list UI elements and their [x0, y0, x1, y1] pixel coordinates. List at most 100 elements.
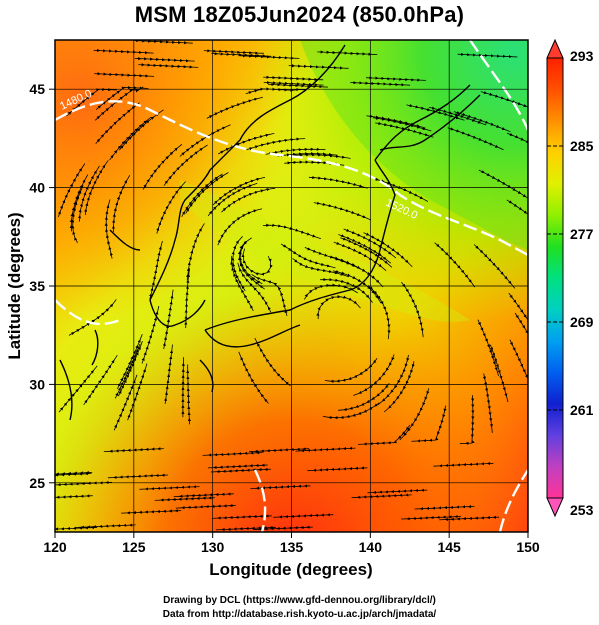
- streamline: [295, 446, 356, 453]
- colorbar-tick-label: 277: [570, 226, 594, 242]
- streamline: [55, 472, 92, 478]
- streamline: [414, 504, 475, 511]
- streamline: [217, 208, 263, 246]
- streamline: [156, 181, 186, 234]
- streamline: [478, 169, 528, 199]
- streamline: [273, 513, 334, 519]
- y-tick-label: 35: [29, 278, 45, 294]
- x-tick-label: 120: [43, 539, 67, 555]
- streamline: [93, 48, 154, 55]
- streamline: [210, 467, 271, 474]
- streamline: [132, 40, 193, 45]
- x-axis-ticks: 120 125 130 135 140 145 150: [43, 532, 540, 555]
- height-contours: [55, 40, 528, 532]
- streamline: [95, 85, 149, 110]
- streamline: [433, 461, 494, 468]
- x-tick-label: 150: [516, 539, 540, 555]
- colorbar-tick-label: 293: [570, 48, 594, 64]
- streamline: [94, 72, 155, 78]
- streamline: [343, 228, 397, 259]
- streamline: [480, 91, 528, 110]
- data-credit: Data from http://database.rish.kyoto-u.a…: [162, 609, 437, 620]
- y-tick-label: 45: [29, 81, 45, 97]
- streamline: [473, 244, 516, 289]
- streamline: [185, 223, 205, 281]
- streamline: [277, 151, 338, 158]
- streamline: [55, 525, 98, 532]
- streamline: [69, 174, 89, 232]
- streamline: [262, 223, 322, 240]
- streamline: [365, 76, 426, 82]
- x-tick-label: 125: [122, 539, 146, 555]
- streamline: [83, 354, 118, 406]
- streamline: [307, 466, 368, 472]
- coastlines: [59, 44, 481, 421]
- streamline: [317, 50, 378, 56]
- streamline: [142, 143, 183, 190]
- x-tick-label: 135: [280, 539, 304, 555]
- streamline: [238, 351, 269, 404]
- streamline: [459, 395, 475, 445]
- streamline: [304, 247, 361, 270]
- y-tick-label: 25: [29, 475, 45, 491]
- streamline: [292, 258, 350, 278]
- streamline: [304, 283, 358, 300]
- y-axis-ticks: 25 30 35 40 45: [29, 81, 55, 491]
- streamline: [154, 496, 215, 502]
- streamline: [367, 488, 428, 494]
- colorbar-top-extend: [546, 38, 564, 59]
- x-tick-label: 140: [359, 539, 383, 555]
- streamline: [367, 285, 391, 340]
- streamline: [138, 63, 199, 69]
- streamline: [121, 509, 182, 515]
- streamline: [215, 525, 276, 532]
- streamline: [149, 240, 163, 300]
- streamline: [118, 109, 164, 151]
- y-tick-label: 40: [29, 180, 45, 196]
- y-tick-label: 30: [29, 376, 45, 392]
- streamline: [239, 54, 300, 60]
- streamline: [254, 337, 291, 387]
- plot-area: 1480.0 1520.0: [55, 40, 528, 532]
- streamline: [351, 493, 412, 499]
- streamline: [207, 463, 268, 470]
- streamline: [308, 175, 368, 189]
- streamline: [250, 484, 311, 490]
- map-title: MSM 18Z05Jun2024 (850.0hPa): [134, 2, 465, 27]
- streamline: [401, 514, 462, 521]
- colorbar-tick-label: 253: [570, 502, 594, 518]
- streamline: [134, 56, 195, 63]
- streamline: [237, 262, 272, 313]
- streamline: [104, 199, 113, 259]
- streamline: [111, 175, 131, 233]
- streamline: [181, 357, 185, 418]
- x-axis-label: Longitude (degrees): [209, 560, 372, 579]
- streamline: [95, 102, 140, 144]
- streamline: [185, 172, 229, 214]
- streamline: [506, 199, 528, 232]
- colorbar: 293 285 277 269 261 253: [546, 38, 594, 518]
- streamline: [434, 242, 476, 288]
- streamline: [173, 492, 234, 498]
- colorbar-bottom-extend: [546, 497, 564, 518]
- streamline: [68, 299, 117, 336]
- streamline: [482, 373, 494, 433]
- streamline: [184, 268, 191, 329]
- streamline: [162, 289, 174, 350]
- streamline: [506, 132, 528, 156]
- streamline: [107, 473, 168, 479]
- streamline: [139, 485, 200, 491]
- streamline: [263, 75, 324, 82]
- streamline: [263, 80, 324, 87]
- streamline: [509, 339, 528, 390]
- streamline: [175, 503, 236, 510]
- colorbar-tick-label: 261: [570, 402, 594, 418]
- wind-streamlines: [55, 40, 528, 532]
- lat-lon-grid: [55, 40, 528, 532]
- streamline: [508, 292, 528, 338]
- x-tick-label: 130: [201, 539, 225, 555]
- streamline: [313, 201, 372, 221]
- streamline: [218, 133, 275, 155]
- colorbar-scale: [546, 57, 564, 499]
